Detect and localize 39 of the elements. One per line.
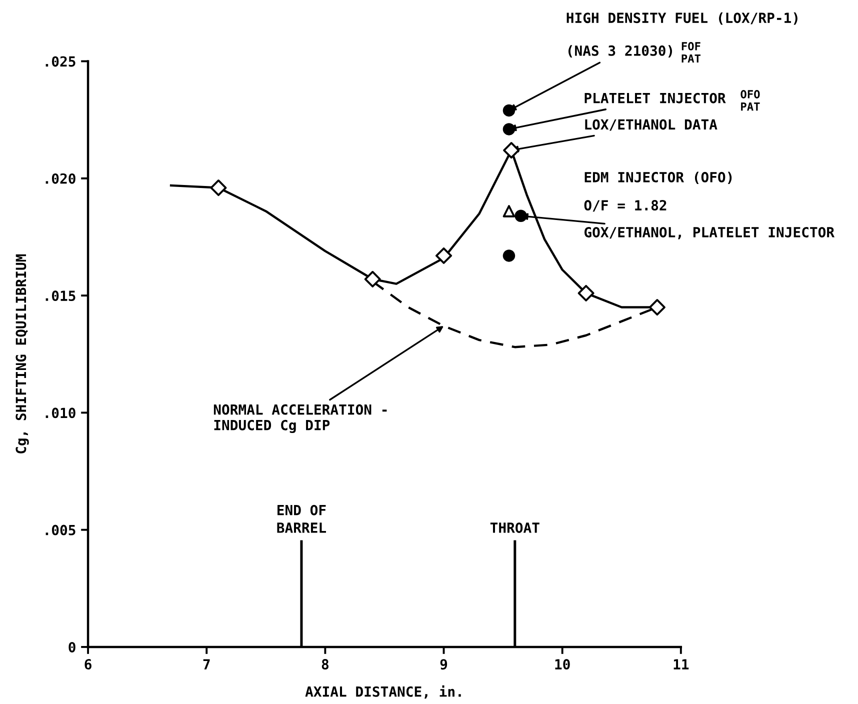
point <box>503 142 520 159</box>
annotation: PLATELET INJECTOR <box>584 92 726 104</box>
y-tick-label: .005 <box>46 524 76 536</box>
y-tick-label: .025 <box>46 56 76 67</box>
annotation: EDM INJECTOR (OFO) <box>584 172 732 184</box>
x-tick-label: 9 <box>440 659 448 670</box>
y-axis-title: Cg, SHIFTING EQUILIBRIUM <box>16 254 29 454</box>
point <box>502 250 516 262</box>
x-tick-label: 8 <box>322 659 328 670</box>
y-tick-label: .010 <box>46 408 76 418</box>
text: PAT <box>741 102 760 111</box>
point <box>514 210 527 222</box>
x-tick-label: 11 <box>674 659 689 670</box>
x-tick-label: 7 <box>203 659 210 670</box>
ref-line-label: THROAT <box>490 522 540 533</box>
point <box>502 104 516 117</box>
y-tick-label: .020 <box>46 173 76 184</box>
x-axis-title: AXIAL DISTANCE, in. <box>305 685 461 699</box>
point <box>436 247 452 264</box>
ref-line-label: END OF BARREL <box>277 504 326 533</box>
y-tick-label: .015 <box>46 290 76 302</box>
x-tick-label: 10 <box>555 659 570 670</box>
annotation: NORMAL ACCELERATION - INDUCED Cg DIP <box>214 404 387 434</box>
point <box>648 298 666 316</box>
point <box>364 270 381 288</box>
text: PAT <box>682 54 700 63</box>
annotation: O/F = 1.82 <box>584 200 666 212</box>
annotation: GOX/ETHANOL, PLATELET INJECTOR <box>584 226 835 240</box>
point <box>502 205 516 218</box>
annotation: (NAS 3 21030) <box>568 45 672 58</box>
point <box>210 180 227 196</box>
x-tick-label: 6 <box>84 659 92 670</box>
text: OFO <box>740 90 760 98</box>
point <box>502 123 516 136</box>
text: FOF <box>682 42 700 50</box>
text: HIGH DENSITY FUEL (LOX/RP-1) <box>566 12 798 25</box>
y-tick-label: 0 <box>68 642 76 652</box>
annotation: LOX/ETHANOL DATA <box>585 119 718 131</box>
point <box>578 284 594 302</box>
